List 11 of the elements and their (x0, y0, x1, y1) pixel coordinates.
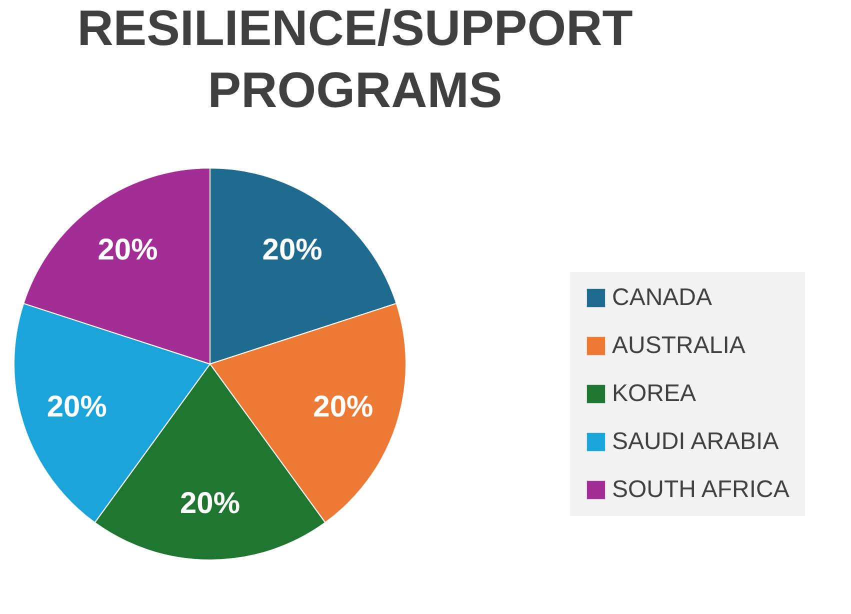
legend-label: KOREA (612, 380, 696, 407)
data-label: 20% (313, 390, 374, 424)
legend-label: SOUTH AFRICA (612, 476, 790, 503)
data-label: 20% (262, 234, 322, 267)
legend-label: CANADA (612, 284, 712, 311)
data-label: 20% (46, 390, 107, 424)
legend-label: AUSTRALIA (612, 332, 746, 359)
legend-label: SAUDI ARABIA (612, 428, 779, 455)
data-label: 20% (98, 234, 158, 267)
data-label: 20% (180, 487, 240, 520)
chart-title: RESILIENCE/SUPPORT PROGRAMS (77, 0, 633, 118)
